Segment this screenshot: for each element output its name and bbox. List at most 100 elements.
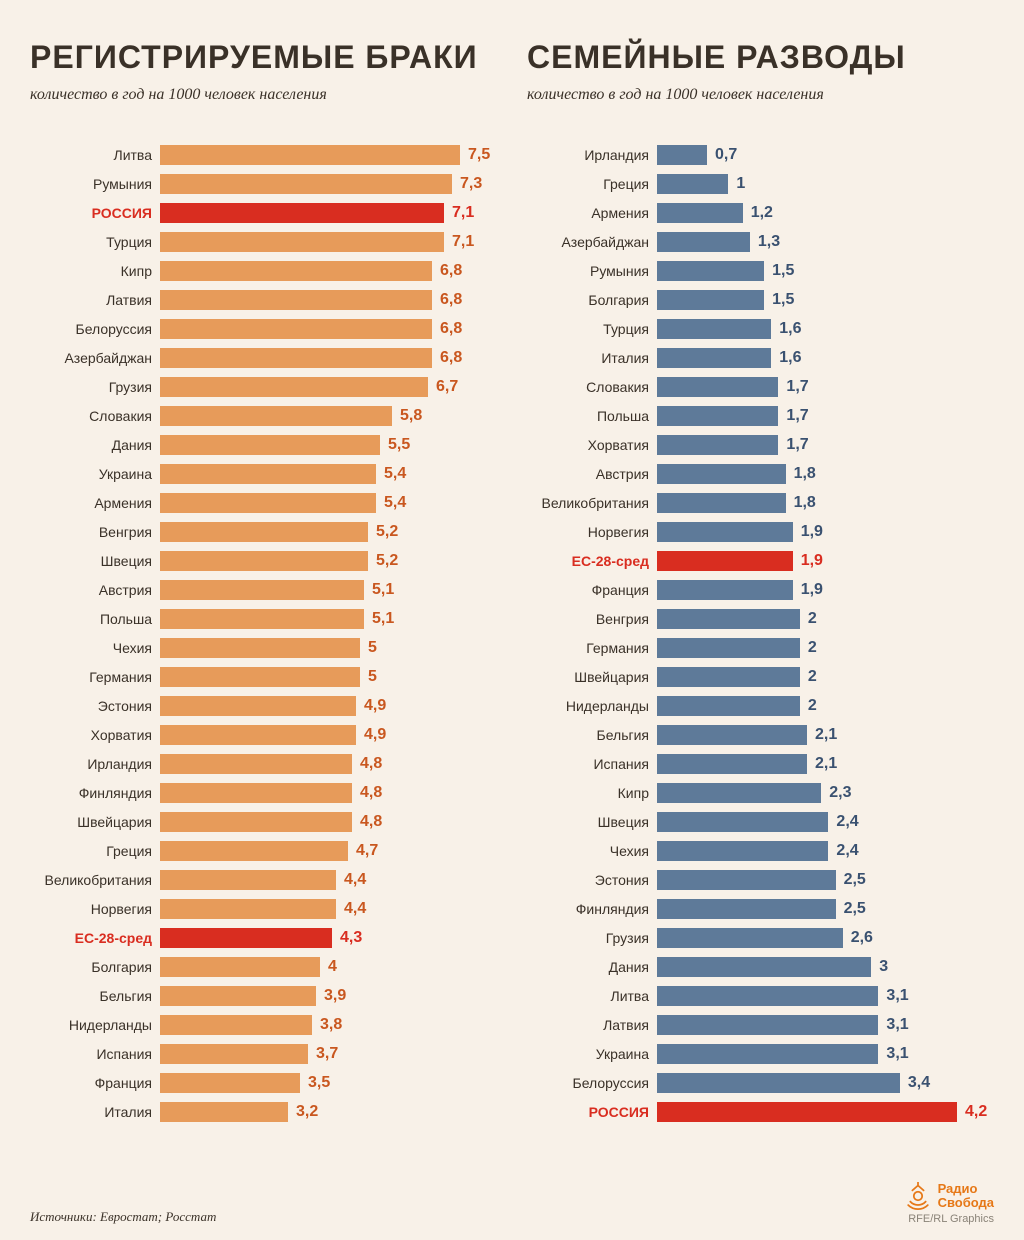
bar-value: 1,6 [779, 349, 801, 367]
bar [160, 1102, 288, 1122]
bar-row: Дания3 [527, 953, 994, 981]
bar-row: Швеция 5,2 [30, 547, 497, 575]
bar [160, 435, 380, 455]
bar-value: 2 [808, 610, 817, 628]
bar-label: Швейцария [527, 669, 657, 685]
chart-container: РЕГИСТРИРУЕМЫЕ БРАКИ количество в год на… [0, 0, 1024, 1127]
bar-row: Венгрия2 [527, 605, 994, 633]
bar-wrap: 1,7 [657, 373, 994, 401]
bar-wrap: 7,1 [160, 199, 497, 227]
bar [160, 928, 332, 948]
bar-label: ЕС-28-сред [30, 930, 160, 946]
marriages-subtitle: количество в год на 1000 человек населен… [30, 85, 497, 106]
bar-label: Армения [527, 205, 657, 221]
bar-value: 4,8 [360, 813, 382, 831]
bar-value: 2,1 [815, 755, 837, 773]
bar-wrap: 3,5 [160, 1069, 497, 1097]
bar-label: Болгария [527, 292, 657, 308]
bar-label: Чехия [30, 640, 160, 656]
bar [657, 725, 807, 745]
bar-row: Румыния1,5 [527, 257, 994, 285]
bar-row: Белоруссия3,4 [527, 1069, 994, 1097]
bar-label: Бельгия [30, 988, 160, 1004]
bar-row: Швеция2,4 [527, 808, 994, 836]
bar [160, 580, 364, 600]
bar-row: ЕС-28-сред1,9 [527, 547, 994, 575]
bar-row: Литва7,5 [30, 141, 497, 169]
bar-label: Румыния [30, 176, 160, 192]
bar-row: Норвегия1,9 [527, 518, 994, 546]
bar [160, 1044, 308, 1064]
bar [657, 783, 821, 803]
bar-value: 3,1 [886, 1016, 908, 1034]
bar [657, 1102, 957, 1122]
bar-label: Азербайджан [527, 234, 657, 250]
bar-label: Турция [30, 234, 160, 250]
bar-row: Хорватия4,9 [30, 721, 497, 749]
bar-value: 3,2 [296, 1103, 318, 1121]
bar [657, 1073, 900, 1093]
bar-wrap: 6,8 [160, 286, 497, 314]
bar-label: Финляндия [527, 901, 657, 917]
bar-wrap: 4,8 [160, 808, 497, 836]
bar-value: 1,7 [786, 436, 808, 454]
bar-wrap: 1,9 [657, 576, 994, 604]
bar-label: Турция [527, 321, 657, 337]
bar-value: 1,2 [751, 204, 773, 222]
bar-value: 3,7 [316, 1045, 338, 1063]
bar-row: Ирландия4,8 [30, 750, 497, 778]
bar-wrap: 7,5 [160, 141, 497, 169]
bar-label: Испания [527, 756, 657, 772]
bar-label: Великобритания [30, 872, 160, 888]
bar-label: Швеция [30, 553, 160, 569]
bar-label: Италия [30, 1104, 160, 1120]
bar [657, 580, 793, 600]
bar-row: Германия5 [30, 663, 497, 691]
bar-value: 5,5 [388, 436, 410, 454]
bar-label: Германия [527, 640, 657, 656]
bar-value: 6,8 [440, 291, 462, 309]
bar [160, 957, 320, 977]
bar-label: Германия [30, 669, 160, 685]
bar-row: Бельгия2,1 [527, 721, 994, 749]
bar [160, 232, 444, 252]
bar [657, 812, 828, 832]
bar-wrap: 5 [160, 634, 497, 662]
bar-wrap: 4,8 [160, 750, 497, 778]
bar-row: Финляндия2,5 [527, 895, 994, 923]
bar-row: Италия1,6 [527, 344, 994, 372]
bar-row: Грузия6,7 [30, 373, 497, 401]
divorces-panel: СЕМЕЙНЫЕ РАЗВОДЫ количество в год на 100… [527, 40, 994, 1127]
bar-row: Италия 3,2 [30, 1098, 497, 1126]
bar [657, 754, 807, 774]
bar-value: 6,7 [436, 378, 458, 396]
bar-label: Швеция [527, 814, 657, 830]
bar-value: 1,7 [786, 378, 808, 396]
bar-wrap: 2 [657, 663, 994, 691]
bar-row: Белоруссия6,8 [30, 315, 497, 343]
bar [657, 870, 836, 890]
bar-value: 1,8 [794, 465, 816, 483]
bar-label: Австрия [30, 582, 160, 598]
bar-value: 2,4 [836, 842, 858, 860]
bar-row: Болгария4 [30, 953, 497, 981]
bar-value: 5,2 [376, 552, 398, 570]
bar-label: Польша [30, 611, 160, 627]
bar-label: Франция [30, 1075, 160, 1091]
bar [160, 145, 460, 165]
divorces-title: СЕМЕЙНЫЕ РАЗВОДЫ [527, 40, 994, 75]
bar-label: Греция [30, 843, 160, 859]
bar [160, 638, 360, 658]
bar-label: Норвегия [527, 524, 657, 540]
bar-label: Ирландия [30, 756, 160, 772]
bar-value: 3,4 [908, 1074, 930, 1092]
bar [160, 203, 444, 223]
bar-wrap: 1,6 [657, 344, 994, 372]
bar-label: Греция [527, 176, 657, 192]
footer: Источники: Евростат; Росстат Радио Свобо… [30, 1182, 994, 1225]
bar-row: Грузия2,6 [527, 924, 994, 952]
bar [657, 1044, 878, 1064]
marriages-panel: РЕГИСТРИРУЕМЫЕ БРАКИ количество в год на… [30, 40, 497, 1127]
bar [657, 1015, 878, 1035]
bar [657, 464, 786, 484]
